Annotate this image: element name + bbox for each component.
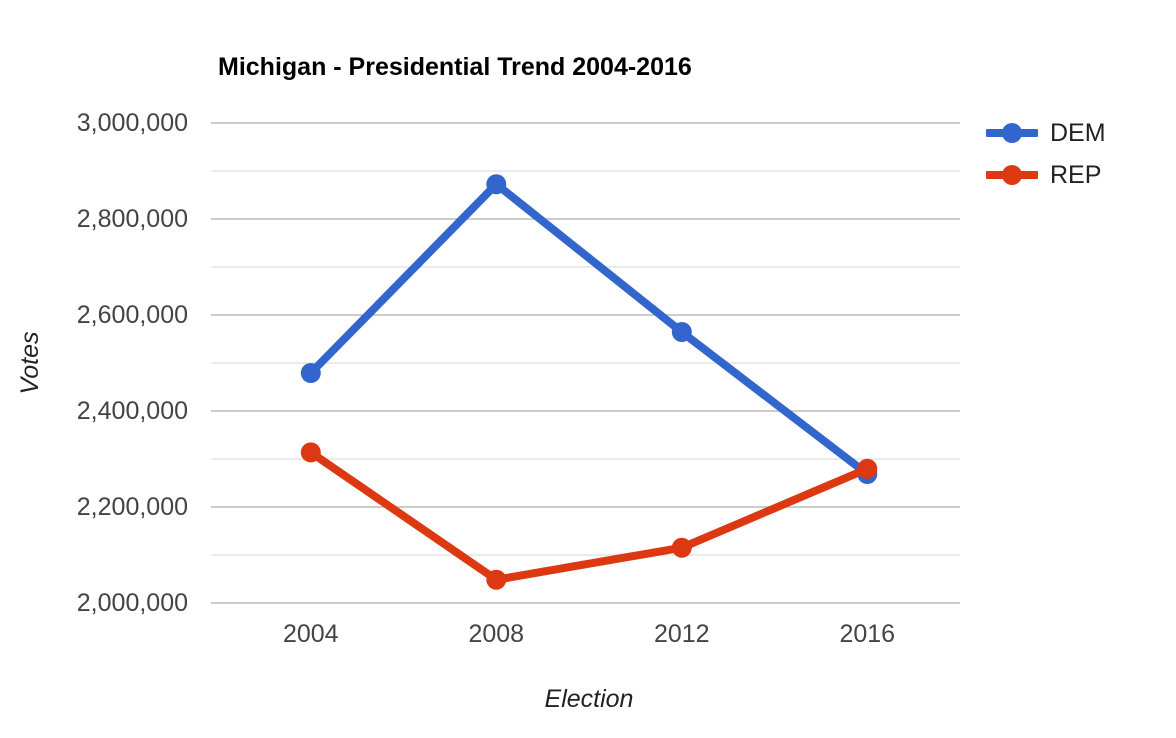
x-axis-tick-label: 2008	[468, 620, 525, 648]
legend-item-dem[interactable]: DEM	[986, 118, 1106, 148]
y-axis-tick-label: 2,200,000	[76, 493, 188, 521]
legend-marker-rep-icon	[986, 165, 1038, 185]
data-point-dem-2008[interactable]	[486, 174, 507, 195]
x-axis-tick-label: 2004	[282, 620, 339, 648]
data-point-rep-2004[interactable]	[300, 442, 321, 463]
data-point-rep-2008[interactable]	[486, 569, 507, 590]
data-point-rep-2016[interactable]	[857, 458, 878, 479]
legend-marker-dem-icon	[986, 123, 1038, 143]
data-point-dem-2012[interactable]	[671, 322, 692, 342]
y-axis-tick-label: 2,800,000	[76, 205, 188, 233]
y-axis-tick-label: 2,000,000	[76, 589, 188, 617]
chart-title: Michigan - Presidential Trend 2004-2016	[218, 53, 692, 81]
data-point-dem-2004[interactable]	[300, 363, 321, 383]
x-axis-title: Election	[544, 685, 634, 713]
legend-label-dem: DEM	[1050, 118, 1106, 147]
legend-item-rep[interactable]: REP	[986, 160, 1106, 190]
y-axis-tick-label: 2,600,000	[76, 301, 188, 329]
legend-dot-rep-icon	[1002, 165, 1022, 185]
y-axis-tick-label: 3,000,000	[76, 109, 188, 137]
legend: DEM REP	[986, 118, 1106, 190]
series-line-dem	[306, 180, 872, 478]
y-axis-tick-label: 2,400,000	[76, 397, 188, 425]
legend-label-rep: REP	[1050, 160, 1102, 189]
x-axis-tick-label: 2012	[653, 620, 710, 648]
series-line-rep	[306, 448, 872, 584]
x-axis-tick-label: 2016	[839, 620, 896, 648]
legend-dot-dem-icon	[1002, 123, 1022, 143]
data-point-rep-2012[interactable]	[671, 537, 692, 558]
y-axis-title: Votes	[16, 331, 44, 395]
